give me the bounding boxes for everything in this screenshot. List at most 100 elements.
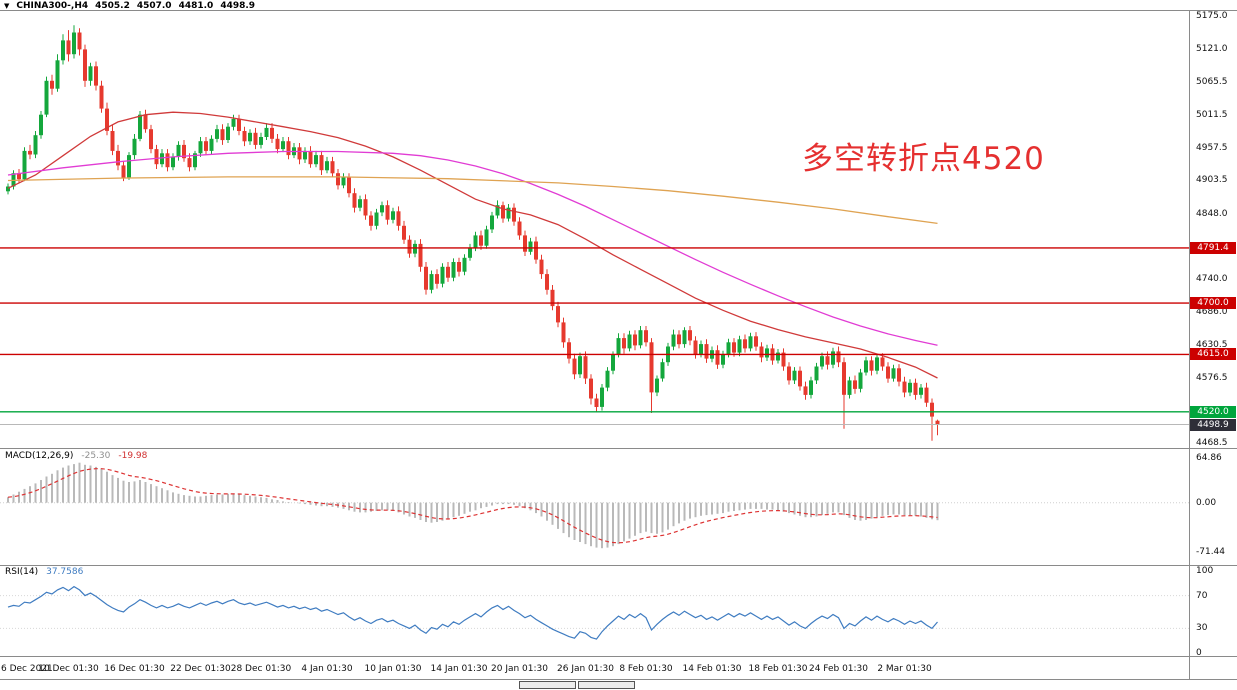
candle-body xyxy=(924,387,929,403)
time-tick: 14 Feb 01:30 xyxy=(682,664,742,674)
candle-body xyxy=(6,186,10,192)
candle-body xyxy=(809,380,813,395)
time-tick: 10 Jan 01:30 xyxy=(364,664,422,674)
candle-body xyxy=(765,348,769,358)
candle-body xyxy=(33,135,38,155)
candle-body xyxy=(187,158,192,168)
candle-body xyxy=(693,340,698,355)
candle-body xyxy=(105,108,109,131)
candle-body xyxy=(677,334,681,345)
chart-info-bar: ▼ CHINA300-,H4 4505.2 4507.0 4481.0 4498… xyxy=(4,1,255,11)
price-tick: 5065.5 xyxy=(1196,77,1228,87)
candle-body xyxy=(886,366,890,379)
candle-body xyxy=(319,155,324,171)
rsi-axis-tick: 70 xyxy=(1196,591,1208,601)
candle-body xyxy=(462,257,467,272)
candle-body xyxy=(55,60,60,89)
candle-body xyxy=(908,382,912,393)
bottom-tab-1[interactable] xyxy=(519,681,576,689)
symbol-timeframe-label: CHINA300-,H4 xyxy=(16,1,89,11)
candle-body xyxy=(149,129,153,150)
candle-body xyxy=(869,360,874,371)
candle-body xyxy=(391,211,395,220)
price-tick: 4686.0 xyxy=(1196,307,1228,317)
macd-main-value: -25.30 xyxy=(81,451,111,461)
candle-body xyxy=(644,330,648,343)
rsi-line xyxy=(7,585,938,640)
candle-body xyxy=(572,358,577,375)
quote-close: 4498.9 xyxy=(220,1,256,11)
ma-fast-red xyxy=(7,111,938,379)
candle-body xyxy=(501,205,505,219)
candle-body xyxy=(853,380,857,389)
candle-body xyxy=(897,368,901,382)
candle-body xyxy=(633,334,637,346)
candle-body xyxy=(484,229,489,246)
candle-body xyxy=(814,366,819,381)
candle-body xyxy=(66,40,71,55)
candle-body xyxy=(875,357,879,371)
candle-body xyxy=(726,342,731,355)
rsi-panel-label: RSI(14) 37.7586 xyxy=(5,567,83,577)
candle-body xyxy=(880,357,885,367)
candle-body xyxy=(22,150,27,180)
candle-body xyxy=(864,360,868,373)
candle-body xyxy=(94,66,98,86)
quote-high: 4507.0 xyxy=(136,1,172,11)
candle-body xyxy=(902,381,907,393)
candle-body xyxy=(847,380,852,395)
candle-body xyxy=(374,212,379,226)
candle-body xyxy=(418,243,423,267)
candle-body xyxy=(121,165,126,178)
bottom-tab-2[interactable] xyxy=(578,681,635,689)
candle-body xyxy=(314,155,318,165)
candle-body xyxy=(792,370,797,381)
candle-body xyxy=(930,402,934,417)
candle-body xyxy=(671,334,676,347)
price-tick: 5121.0 xyxy=(1196,44,1228,54)
candle-body xyxy=(440,266,445,284)
candle-body xyxy=(215,129,219,139)
candle-body xyxy=(473,235,478,248)
candle-body xyxy=(44,80,49,115)
candle-body xyxy=(842,362,846,395)
candle-body xyxy=(341,177,346,186)
candle-body xyxy=(539,259,544,275)
time-tick: 22 Dec 01:30 xyxy=(170,664,231,674)
candle-body xyxy=(330,161,335,174)
candle-body xyxy=(616,338,621,355)
candle-body xyxy=(578,356,582,375)
candle-body xyxy=(385,205,390,220)
candle-body xyxy=(759,346,764,358)
candle-body xyxy=(325,161,329,171)
ma-mid-magenta xyxy=(7,150,938,346)
candle-body xyxy=(528,241,533,252)
candle-body xyxy=(704,344,709,359)
price-badge: 4700.0 xyxy=(1190,297,1236,309)
candle-body xyxy=(589,378,593,399)
candle-body xyxy=(611,354,615,371)
candle-body xyxy=(270,127,274,139)
candle-body xyxy=(825,356,830,365)
annotation-text: 多空转折点4520 xyxy=(802,141,1045,177)
macd-axis-tick: 64.86 xyxy=(1196,453,1222,463)
candle-body xyxy=(127,155,131,178)
candle-body xyxy=(831,351,835,365)
candle-body xyxy=(220,129,225,141)
time-tick: 4 Jan 01:30 xyxy=(301,664,353,674)
candle-body xyxy=(534,241,538,260)
price-badge: 4791.4 xyxy=(1190,242,1236,254)
price-badge: 4520.0 xyxy=(1190,406,1236,418)
candle-body xyxy=(919,387,923,395)
symbol-dropdown-icon[interactable]: ▼ xyxy=(4,2,10,10)
candle-body xyxy=(99,85,104,109)
price-scale-separator[interactable] xyxy=(1189,10,1190,679)
candle-body xyxy=(561,322,566,343)
candle-body xyxy=(281,141,285,150)
candle-body xyxy=(347,177,351,194)
candle-body xyxy=(286,141,291,156)
panel-separator-bottom xyxy=(0,679,1237,680)
time-tick: 16 Dec 01:30 xyxy=(104,664,165,674)
